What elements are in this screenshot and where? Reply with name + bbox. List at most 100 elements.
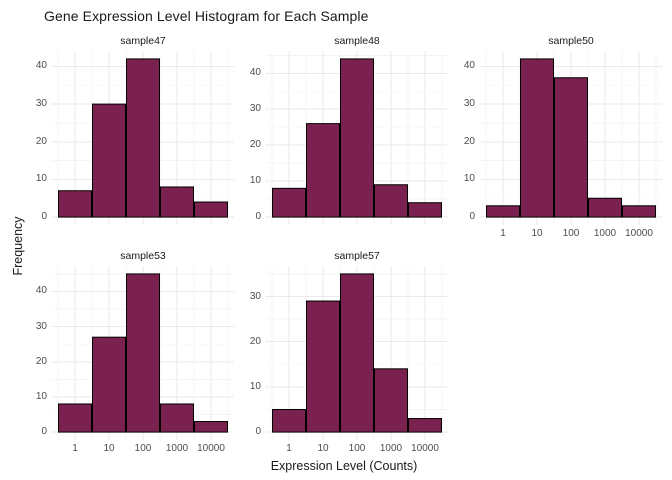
x-tick-label: 1	[286, 443, 292, 454]
histogram-bar	[92, 103, 126, 218]
y-tick-label: 0	[255, 426, 261, 438]
y-tick-label: 30	[35, 98, 47, 110]
facet-sample48: sample48 0 10 20 30 40	[240, 34, 448, 243]
facet-panel	[266, 51, 448, 225]
y-axis-title: Frequency	[11, 216, 25, 276]
facet-body: 0 10 20 30 40	[240, 51, 448, 225]
x-tick-label: 10000	[411, 443, 439, 454]
histogram-bar	[194, 421, 228, 433]
x-tick-label: 100	[134, 443, 152, 454]
facet-strip: sample53	[120, 250, 166, 262]
y-tick-label: 10	[249, 175, 261, 187]
histogram-bar	[160, 403, 194, 433]
histogram-bar	[374, 368, 408, 433]
y-tick-label: 20	[35, 355, 47, 367]
facet-strip: sample47	[120, 35, 166, 47]
facet-sample57: sample57 0 10 20 30 1 10 100 1000 10000	[240, 249, 448, 458]
x-tick-label: 1	[500, 228, 506, 239]
y-axis-labels: 0 10 20 30 40	[454, 51, 480, 225]
facet-body: 0 10 20 30 40	[26, 266, 234, 440]
facet-panel	[480, 51, 662, 225]
histogram-bar	[622, 205, 656, 218]
panel-svg	[52, 51, 234, 225]
panel-svg	[266, 51, 448, 225]
y-tick-label: 40	[463, 60, 475, 72]
x-tick-label: 1000	[593, 228, 617, 239]
facet-grid: sample47 0 10 20 30 40 sample48 0 10 20 30 40 sample…	[26, 34, 662, 458]
y-tick-label: 30	[463, 98, 475, 110]
facet-strip: sample50	[548, 35, 594, 47]
histogram-bar	[340, 273, 374, 433]
histogram-bar	[554, 77, 588, 218]
histogram-bar	[58, 190, 92, 218]
y-tick-label: 0	[469, 211, 475, 223]
y-tick-label: 40	[249, 67, 261, 79]
facet-body: 0 10 20 30	[240, 266, 448, 440]
histogram-bar	[126, 273, 160, 433]
x-tick-label: 10000	[625, 228, 653, 239]
panel-svg	[480, 51, 662, 225]
x-axis-labels	[52, 225, 234, 243]
histogram-bar	[272, 408, 306, 433]
y-tick-label: 0	[41, 426, 47, 438]
y-tick-label: 0	[255, 211, 261, 223]
y-axis-labels: 0 10 20 30 40	[26, 266, 52, 440]
panel-svg	[266, 266, 448, 440]
y-tick-label: 20	[249, 335, 261, 347]
histogram-bar	[126, 58, 160, 218]
histogram-bar	[272, 187, 306, 218]
facet-panel	[52, 51, 234, 225]
x-tick-label: 100	[348, 443, 366, 454]
y-axis-title-column: Frequency	[10, 34, 26, 458]
histogram-bar	[160, 186, 194, 218]
histogram-bar	[408, 202, 442, 218]
facet-sample50: sample50 0 10 20 30 40 1 10 100 1000 10000	[454, 34, 662, 243]
x-axis-title: Expression Level (Counts)	[270, 459, 418, 473]
y-tick-label: 20	[35, 135, 47, 147]
x-axis-labels: 1 10 100 1000 10000	[480, 225, 662, 243]
x-tick-label: 1000	[165, 443, 189, 454]
facet-sample53: sample53 0 10 20 30 40 1 10 100 1000 10000	[26, 249, 234, 458]
x-tick-label: 10	[531, 228, 543, 239]
x-tick-label: 100	[562, 228, 580, 239]
facet-panel	[52, 266, 234, 440]
facet-strip: sample57	[334, 250, 380, 262]
y-tick-label: 30	[35, 320, 47, 332]
y-tick-label: 40	[35, 285, 47, 297]
x-axis-labels: 1 10 100 1000 10000	[266, 440, 448, 458]
histogram-bar	[340, 58, 374, 218]
histogram-bar	[408, 418, 442, 433]
x-tick-label: 10	[103, 443, 115, 454]
y-axis-labels: 0 10 20 30	[240, 266, 266, 440]
histogram-bar	[520, 58, 554, 218]
y-tick-label: 20	[249, 139, 261, 151]
panel-svg	[52, 266, 234, 440]
plot-area: Frequency sample47 0 10 20 30 40 sample48 0 10 20…	[10, 34, 662, 458]
y-tick-label: 20	[463, 135, 475, 147]
y-tick-label: 10	[249, 380, 261, 392]
y-tick-label: 30	[249, 103, 261, 115]
histogram-bar	[374, 184, 408, 218]
y-axis-labels: 0 10 20 30 40	[240, 51, 266, 225]
y-tick-label: 10	[35, 173, 47, 185]
facet-body: 0 10 20 30 40	[454, 51, 662, 225]
x-tick-label: 10000	[197, 443, 225, 454]
facet-strip: sample48	[334, 35, 380, 47]
y-tick-label: 10	[463, 173, 475, 185]
facet-body: 0 10 20 30 40	[26, 51, 234, 225]
x-axis-labels	[266, 225, 448, 243]
x-tick-label: 1000	[379, 443, 403, 454]
y-tick-label: 30	[249, 290, 261, 302]
histogram-bar	[306, 300, 340, 433]
histogram-bar	[92, 336, 126, 433]
histogram-bar	[588, 197, 622, 218]
y-axis-labels: 0 10 20 30 40	[26, 51, 52, 225]
facet-sample47: sample47 0 10 20 30 40	[26, 34, 234, 243]
x-axis-labels: 1 10 100 1000 10000	[52, 440, 234, 458]
chart-title: Gene Expression Level Histogram for Each…	[44, 8, 369, 24]
y-tick-label: 0	[41, 211, 47, 223]
x-tick-label: 10	[317, 443, 329, 454]
facet-panel	[266, 266, 448, 440]
histogram-bar	[194, 201, 228, 218]
